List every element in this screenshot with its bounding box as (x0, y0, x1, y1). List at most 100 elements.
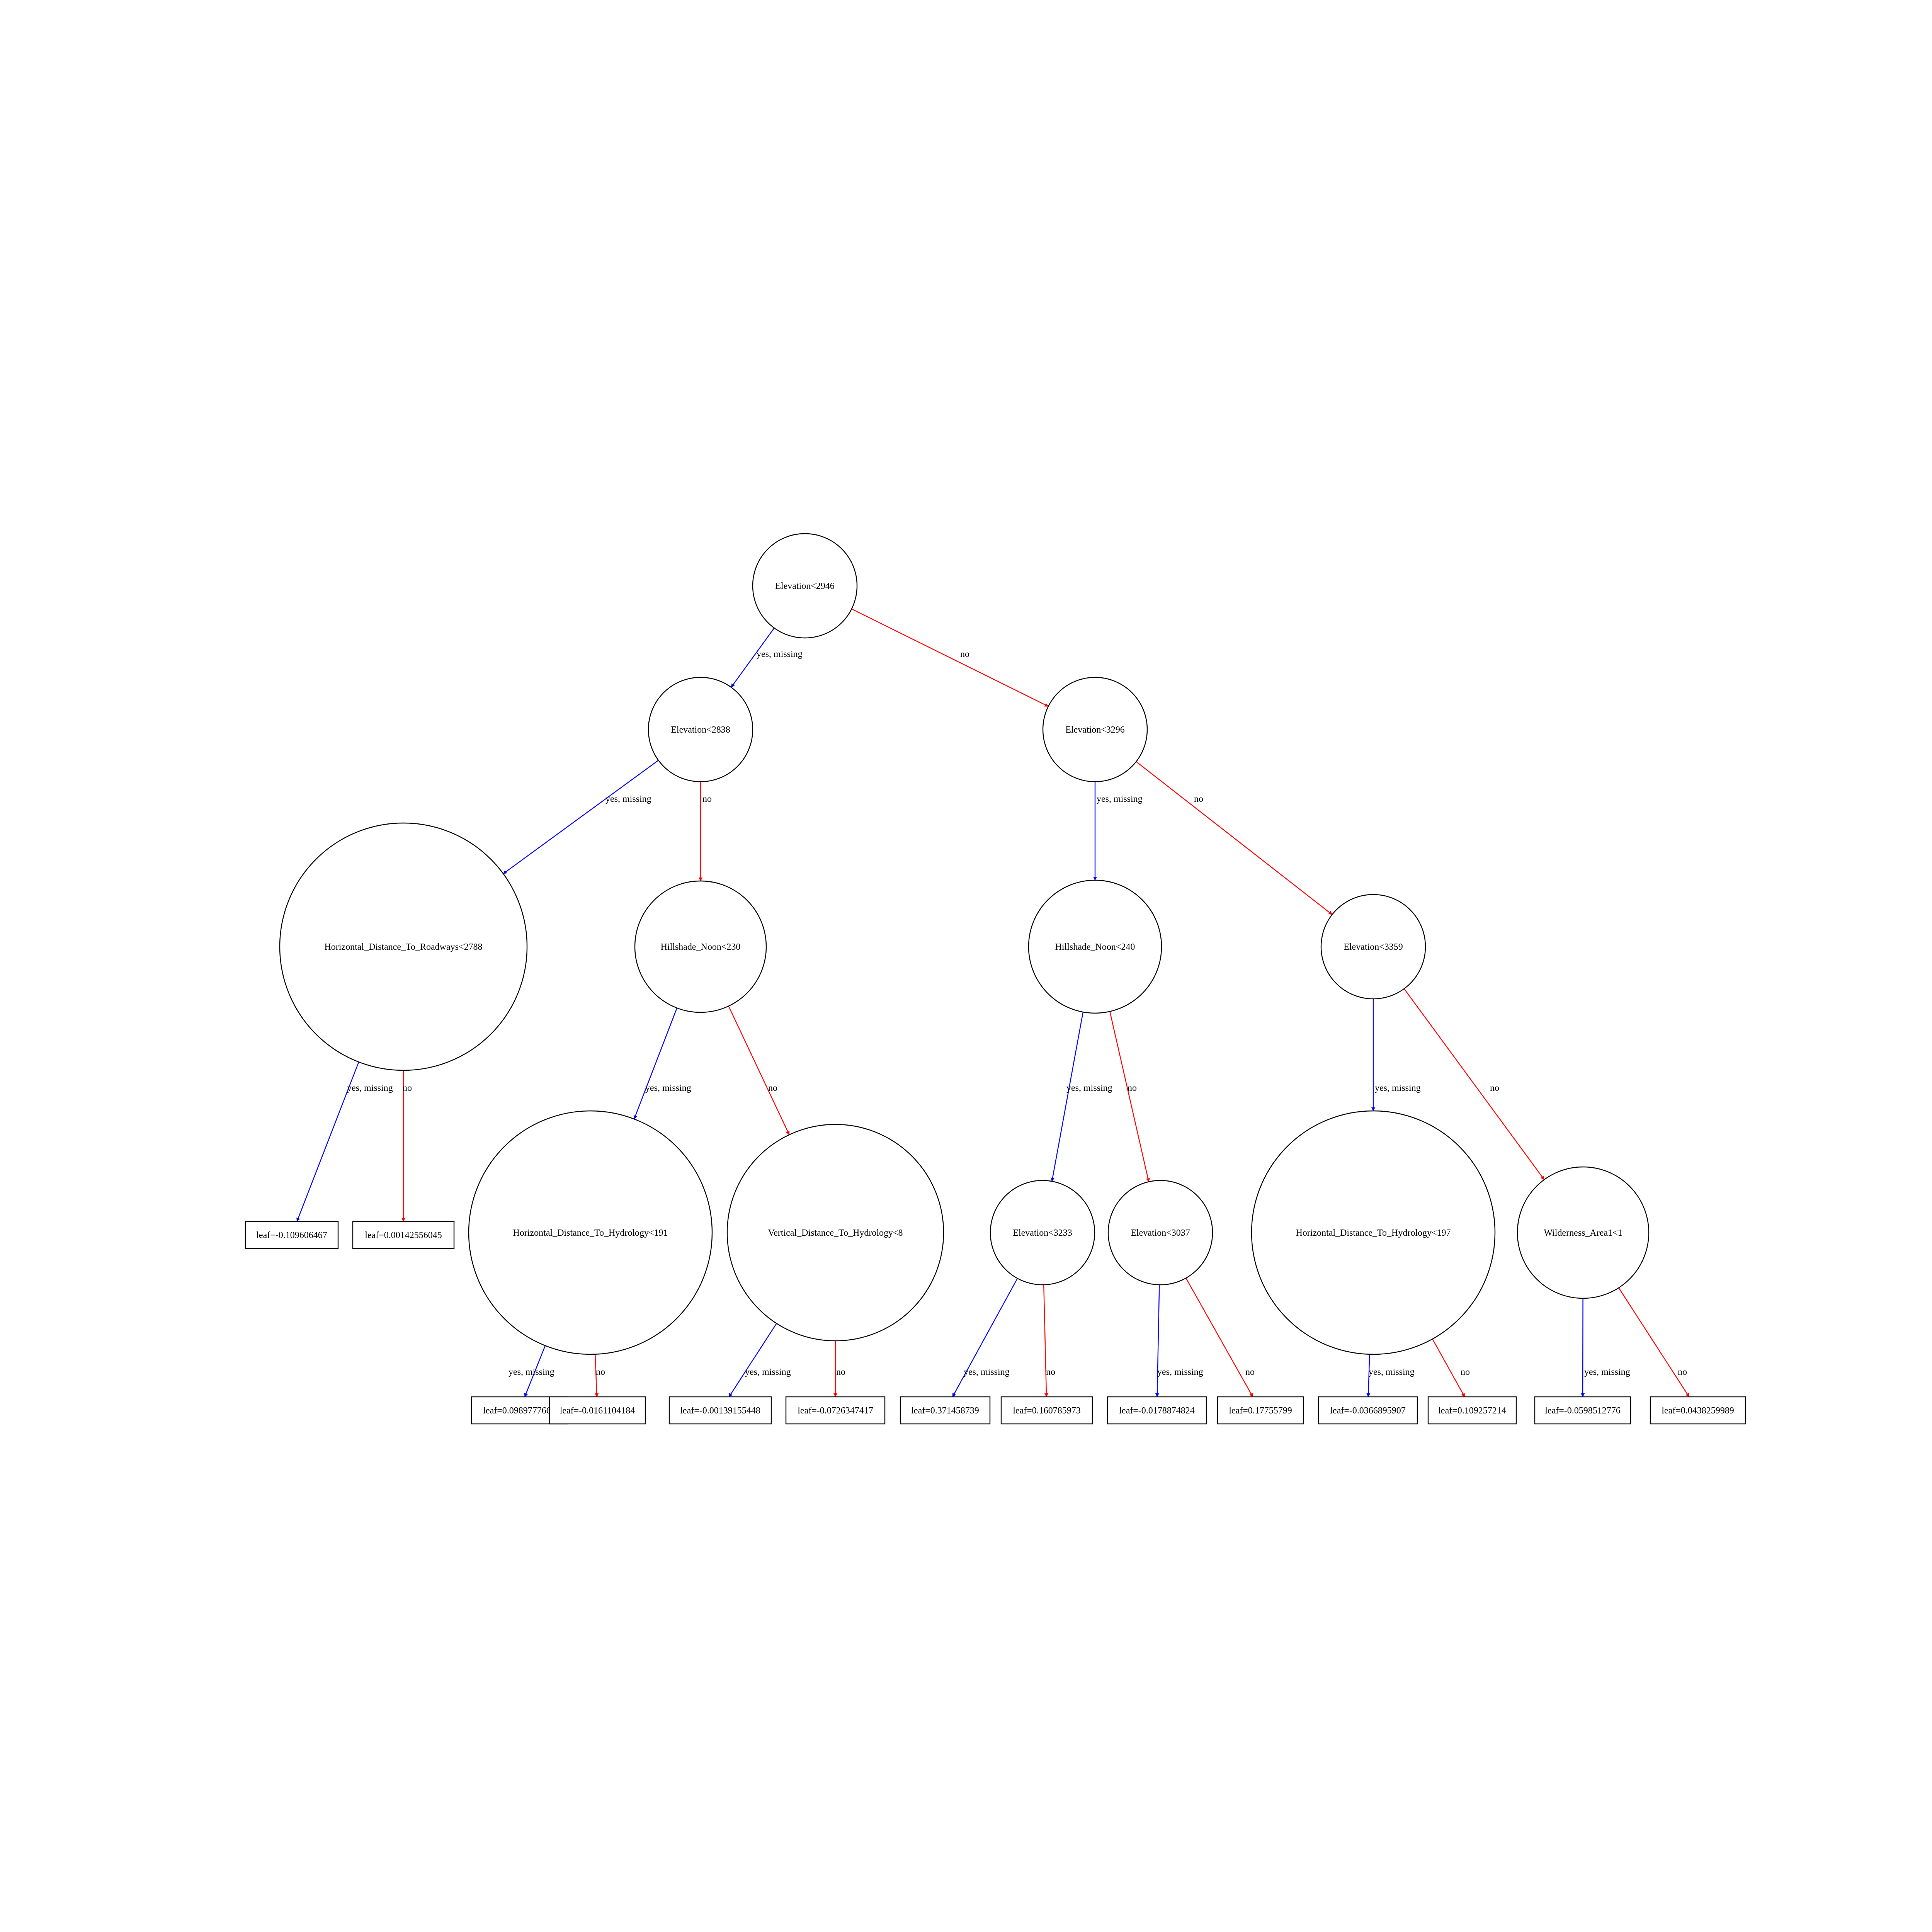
edge-label: yes, missing (509, 1367, 554, 1377)
no-edge-line (1403, 988, 1545, 1180)
split-node-label: Elevation<3037 (1131, 1228, 1190, 1238)
leaf-node-l9: leaf=0.17755799 (1217, 1396, 1304, 1425)
edge-n4-n8: no (728, 1006, 790, 1135)
split-node-label: Elevation<2946 (775, 581, 835, 591)
edge-label: yes, missing (757, 649, 803, 659)
edge-label: yes, missing (1097, 794, 1143, 804)
edge-label: no (1128, 1083, 1137, 1093)
leaf-node-l4: leaf=-0.00139155448 (668, 1396, 772, 1425)
split-node-label: Horizontal_Distance_To_Hydrology<197 (1296, 1228, 1451, 1238)
node-layer: Elevation<2946 Elevation<2838 Elevation<32… (245, 533, 1746, 1425)
leaf-node-label: leaf=0.0438259989 (1662, 1406, 1734, 1416)
edge-label: yes, missing (964, 1367, 1010, 1377)
leaf-node-l8: leaf=-0.0178874824 (1107, 1396, 1207, 1425)
split-node-n3: Horizontal_Distance_To_Roadways<2788 (279, 822, 528, 1071)
split-node-circle (1107, 1180, 1213, 1286)
leaf-node-box (668, 1396, 772, 1425)
split-node-label: Horizontal_Distance_To_Hydrology<191 (513, 1228, 668, 1238)
split-node-label: Elevation<2838 (671, 725, 730, 735)
split-node-label: Hillshade_Noon<230 (661, 942, 741, 952)
leaf-node-box (900, 1396, 991, 1425)
leaf-node-label: leaf=0.371458739 (911, 1406, 979, 1416)
no-edge-line (1185, 1278, 1253, 1397)
no-edge-line (851, 608, 1049, 707)
no-edge-line (1109, 1011, 1150, 1182)
edge-n4-n7: yes, missing (633, 1008, 691, 1119)
edge-label: no (1461, 1367, 1470, 1377)
edge-label: no (1194, 794, 1203, 804)
edge-label: no (1678, 1367, 1687, 1377)
leaf-node-box (352, 1221, 455, 1249)
edge-label: no (1046, 1367, 1055, 1377)
leaf-node-label: leaf=0.109257214 (1438, 1406, 1506, 1416)
edge-n1-n4: no (699, 782, 712, 881)
edge-n9-l7: no (1043, 1284, 1055, 1397)
yes-edge-line (952, 1278, 1018, 1397)
edge-layer: yes, missing no yes, missing no yes, missing… (296, 608, 1690, 1397)
edge-label: yes, missing (645, 1083, 691, 1093)
edge-n5-n10: no (1109, 1011, 1150, 1182)
edge-n10-l8: yes, missing (1155, 1284, 1203, 1397)
leaf-node-label: leaf=-0.0178874824 (1119, 1406, 1195, 1416)
edge-n12-l12: yes, missing (1581, 1298, 1630, 1397)
leaf-node-l1: leaf=0.00142556045 (352, 1221, 455, 1249)
edge-n6-n12: no (1403, 988, 1545, 1180)
edge-label: no (403, 1083, 412, 1093)
edge-label: yes, missing (605, 794, 651, 804)
leaf-node-box (785, 1396, 886, 1425)
split-node-circle (468, 1110, 713, 1355)
leaf-node-box (1107, 1396, 1207, 1425)
edge-n7-l2: yes, missing (509, 1345, 554, 1397)
split-node-circle (1251, 1110, 1496, 1355)
edge-n10-l9: no (1185, 1278, 1255, 1397)
leaf-node-l6: leaf=0.371458739 (900, 1396, 991, 1425)
edge-label: yes, missing (1066, 1083, 1112, 1093)
edge-n2-n6: no (1136, 761, 1333, 915)
split-node-n1: Elevation<2838 (648, 677, 753, 782)
leaf-node-l11: leaf=0.109257214 (1427, 1396, 1517, 1425)
yes-edge-line (503, 760, 659, 874)
leaf-node-box (1217, 1396, 1304, 1425)
no-edge-line (1043, 1284, 1048, 1397)
edge-n2-n5: yes, missing (1093, 782, 1143, 881)
split-node-n6: Elevation<3359 (1320, 894, 1426, 1000)
split-node-label: Vertical_Distance_To_Hydrology<8 (768, 1228, 903, 1238)
edge-label: no (1490, 1083, 1499, 1093)
split-node-n0: Elevation<2946 (752, 533, 858, 639)
edge-label: yes, missing (1157, 1367, 1203, 1377)
leaf-node-l13: leaf=0.0438259989 (1650, 1396, 1746, 1425)
yes-edge-line (731, 628, 775, 688)
split-node-circle (1028, 879, 1162, 1014)
split-node-n4: Hillshade_Noon<230 (634, 880, 767, 1013)
split-node-label: Hillshade_Noon<240 (1055, 942, 1135, 952)
leaf-node-box (1000, 1396, 1093, 1425)
edge-label: no (960, 649, 969, 659)
split-node-circle (634, 880, 767, 1013)
yes-edge-line (1051, 1012, 1084, 1182)
split-node-circle (990, 1180, 1095, 1286)
split-node-circle (752, 533, 858, 639)
leaf-node-l7: leaf=0.160785973 (1000, 1396, 1093, 1425)
no-edge-line (1432, 1338, 1465, 1397)
split-node-circle (279, 822, 528, 1071)
split-node-n12: Wilderness_Area1<1 (1517, 1166, 1650, 1299)
edge-label: yes, missing (1584, 1367, 1630, 1377)
edge-n0-n2: no (851, 608, 1049, 707)
edge-label: no (836, 1367, 845, 1377)
split-node-label: Horizontal_Distance_To_Roadways<2788 (324, 942, 482, 952)
split-node-circle (1320, 894, 1426, 1000)
leaf-node-l10: leaf=-0.0366895907 (1318, 1396, 1418, 1425)
split-node-label: Elevation<3296 (1065, 725, 1125, 735)
split-node-n10: Elevation<3037 (1107, 1180, 1213, 1286)
edge-label: no (768, 1083, 777, 1093)
edge-label: yes, missing (1369, 1367, 1415, 1377)
edge-n12-l13: no (1618, 1287, 1690, 1397)
leaf-node-label: leaf=-0.0161104184 (560, 1406, 635, 1416)
split-node-n7: Horizontal_Distance_To_Hydrology<191 (468, 1110, 713, 1355)
edge-n8-l5: no (833, 1341, 845, 1397)
leaf-node-label: leaf=-0.0726347417 (798, 1406, 873, 1416)
leaf-node-box (245, 1221, 339, 1249)
leaf-node-label: leaf=-0.109606467 (256, 1230, 327, 1240)
no-edge-line (595, 1354, 599, 1397)
leaf-node-box (549, 1396, 646, 1425)
